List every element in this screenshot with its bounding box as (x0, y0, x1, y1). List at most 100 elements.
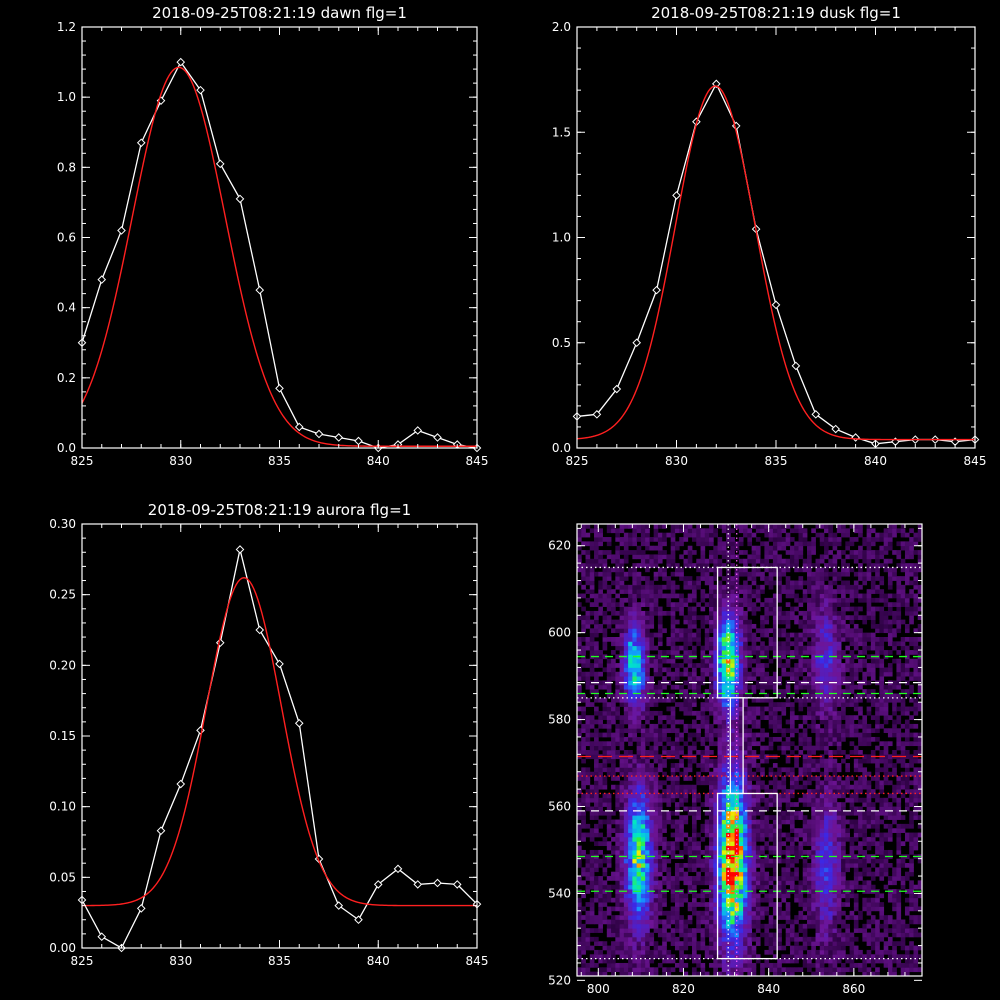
heatmap-cell (738, 841, 744, 847)
heatmap-cell (832, 958, 838, 964)
heatmap-cell (849, 819, 855, 825)
heatmap-cell (824, 719, 829, 725)
heatmap-cell (632, 663, 638, 668)
heatmap-cell (828, 967, 833, 973)
heatmap-cell (913, 832, 919, 838)
heatmap-cell (683, 919, 689, 925)
heatmap-cell (738, 928, 744, 933)
heatmap-cell (917, 684, 923, 690)
heatmap-cell (709, 810, 714, 816)
heatmap-cell (815, 867, 821, 873)
heatmap-cell (892, 732, 897, 738)
heatmap-cell (619, 845, 625, 851)
heatmap-cell (653, 915, 659, 920)
heatmap-cell (674, 789, 680, 794)
heatmap-cell (721, 802, 727, 807)
heatmap-cell (649, 958, 655, 964)
x-tick-label: 835 (268, 454, 291, 468)
heatmap-cell (717, 723, 723, 729)
heatmap-cell (585, 962, 591, 968)
heatmap-cell (836, 858, 842, 864)
heatmap-cell (811, 789, 816, 794)
heatmap-cell (589, 849, 595, 855)
heatmap-cell (879, 936, 885, 942)
heatmap-cell (594, 784, 599, 790)
heatmap-cell (900, 776, 906, 781)
heatmap-cell (870, 962, 876, 968)
heatmap-cell (704, 745, 710, 751)
heatmap-cell (636, 684, 642, 690)
heatmap-cell (589, 732, 595, 738)
heatmap-cell (875, 758, 880, 764)
heatmap-cell (730, 715, 735, 720)
heatmap-cell (611, 763, 616, 768)
heatmap-cell (785, 858, 791, 864)
heatmap-cell (649, 876, 655, 881)
heatmap-cell (896, 780, 902, 786)
data-point (592, 410, 602, 419)
heatmap-cell (640, 876, 646, 881)
heatmap-cell (589, 771, 595, 777)
heatmap-cell (713, 958, 718, 964)
heatmap-cell (679, 941, 684, 946)
heatmap-cell (743, 789, 748, 794)
heatmap-cell (853, 954, 859, 960)
heatmap-cell (645, 828, 650, 833)
heatmap-cell (649, 828, 655, 833)
heatmap-cell (772, 671, 778, 677)
heatmap-cell (589, 663, 595, 668)
heatmap-cell (585, 936, 591, 942)
heatmap-cell (892, 949, 897, 955)
heatmap-cell (589, 828, 595, 833)
heatmap-cell (721, 697, 727, 703)
heatmap-cell (726, 880, 731, 886)
heatmap-cell (645, 797, 650, 803)
heatmap-cell (606, 693, 612, 699)
heatmap-cell (832, 936, 838, 942)
heatmap-cell (772, 676, 778, 681)
heatmap-cell (743, 667, 748, 673)
heatmap-cell (909, 671, 914, 677)
heatmap-cell (853, 832, 859, 838)
heatmap-cell (700, 693, 706, 699)
heatmap-cell (819, 819, 825, 825)
heatmap-cell (636, 902, 642, 907)
heatmap-cell (721, 745, 727, 751)
heatmap-cell (636, 754, 642, 760)
heatmap-cell (640, 663, 646, 668)
heatmap-cell (845, 923, 850, 929)
heatmap-cell (615, 797, 620, 803)
heatmap-cell (721, 658, 727, 664)
heatmap-cell (747, 741, 753, 747)
heatmap-cell (866, 854, 872, 860)
heatmap-cell (815, 967, 821, 973)
heatmap-cell (628, 893, 633, 899)
heatmap-cell (666, 810, 672, 816)
heatmap-cell (866, 823, 872, 829)
heatmap-cell (619, 876, 625, 881)
heatmap-cell (628, 845, 633, 851)
heatmap-cell (598, 906, 603, 912)
heatmap-cell (879, 949, 885, 955)
heatmap-cell (845, 789, 850, 794)
heatmap-cell (657, 819, 663, 825)
heatmap-cell (640, 936, 646, 942)
heatmap-cell (721, 706, 727, 712)
heatmap-cell (611, 836, 616, 842)
heatmap-cell (619, 967, 625, 973)
heatmap-cell (909, 706, 914, 712)
heatmap-cell (657, 802, 663, 807)
heatmap-cell (904, 780, 910, 786)
heatmap-cell (700, 780, 706, 786)
heatmap-cell (896, 736, 902, 742)
heatmap-cell (636, 658, 642, 664)
heatmap-cell (674, 754, 680, 760)
heatmap-cell (687, 658, 693, 664)
heatmap-cell (900, 758, 906, 764)
heatmap-cell (653, 836, 659, 842)
heatmap-cell (747, 776, 753, 781)
heatmap-cell (904, 689, 910, 694)
heatmap-cell (696, 676, 701, 681)
heatmap-cell (858, 884, 863, 890)
heatmap-cell (777, 719, 782, 725)
